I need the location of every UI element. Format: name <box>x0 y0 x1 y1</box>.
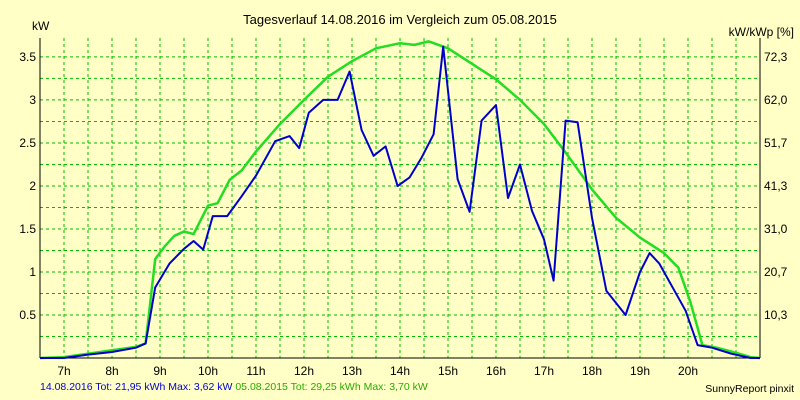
y-right-tick-label: 10,3 <box>764 308 788 322</box>
x-tick-label: 15h <box>438 364 458 378</box>
tick-labels: 7h 8h 9h 10h 11h 12h 13h 14h 15h 16h 17h 18h 19h 20h 0… <box>19 50 787 378</box>
left-axis-unit: kW <box>32 19 50 33</box>
y-tick-label: 3.5 <box>19 50 36 64</box>
series-lines <box>39 40 761 360</box>
right-axis-unit: kW/kWp [%] <box>729 25 794 39</box>
x-tick-label: 16h <box>486 364 506 378</box>
chart-footer: 14.08.2016 Tot: 21,95 kWh Max: 3,62 kW 0… <box>40 381 428 393</box>
x-tick-label: 9h <box>153 364 166 378</box>
y-tick-label: 2.5 <box>19 136 36 150</box>
grid-lines <box>40 38 760 358</box>
credit-label: SunnyReport pinxit <box>705 383 794 395</box>
x-tick-label: 17h <box>534 364 554 378</box>
y-tick-label: 2 <box>29 179 36 193</box>
y-right-tick-label: 72,3 <box>764 50 788 64</box>
x-tick-label: 14h <box>390 364 410 378</box>
plot-frame <box>39 38 761 359</box>
x-tick-label: 11h <box>246 364 265 378</box>
x-tick-label: 18h <box>582 364 602 378</box>
series-line-2 <box>39 40 761 360</box>
y-right-tick-label: 62,0 <box>764 93 788 107</box>
y-tick-label: 3 <box>29 93 36 107</box>
x-tick-label: 13h <box>342 364 362 378</box>
y-tick-label: 1 <box>29 265 36 279</box>
chart-title: Tagesverlauf 14.08.2016 im Vergleich zum… <box>243 12 557 27</box>
series-line-1 <box>40 45 760 359</box>
x-tick-label: 8h <box>105 364 118 378</box>
series2-summary: 05.08.2015 Tot: 29,25 kWh Max: 3,70 kW <box>235 381 428 393</box>
x-tick-label: 10h <box>198 364 218 378</box>
y-right-tick-label: 41,3 <box>764 179 788 193</box>
y-right-tick-label: 51,7 <box>764 136 788 150</box>
y-tick-label: 0.5 <box>19 308 36 322</box>
x-tick-label: 12h <box>294 364 314 378</box>
y-tick-label: 1.5 <box>19 222 36 236</box>
x-tick-label: 19h <box>630 364 650 378</box>
x-tick-label: 7h <box>57 364 70 378</box>
y-right-tick-label: 31,0 <box>764 222 788 236</box>
x-tick-label: 20h <box>678 364 698 378</box>
series1-summary: 14.08.2016 Tot: 21,95 kWh Max: 3,62 kW <box>40 381 233 393</box>
y-right-tick-label: 20,7 <box>764 265 788 279</box>
